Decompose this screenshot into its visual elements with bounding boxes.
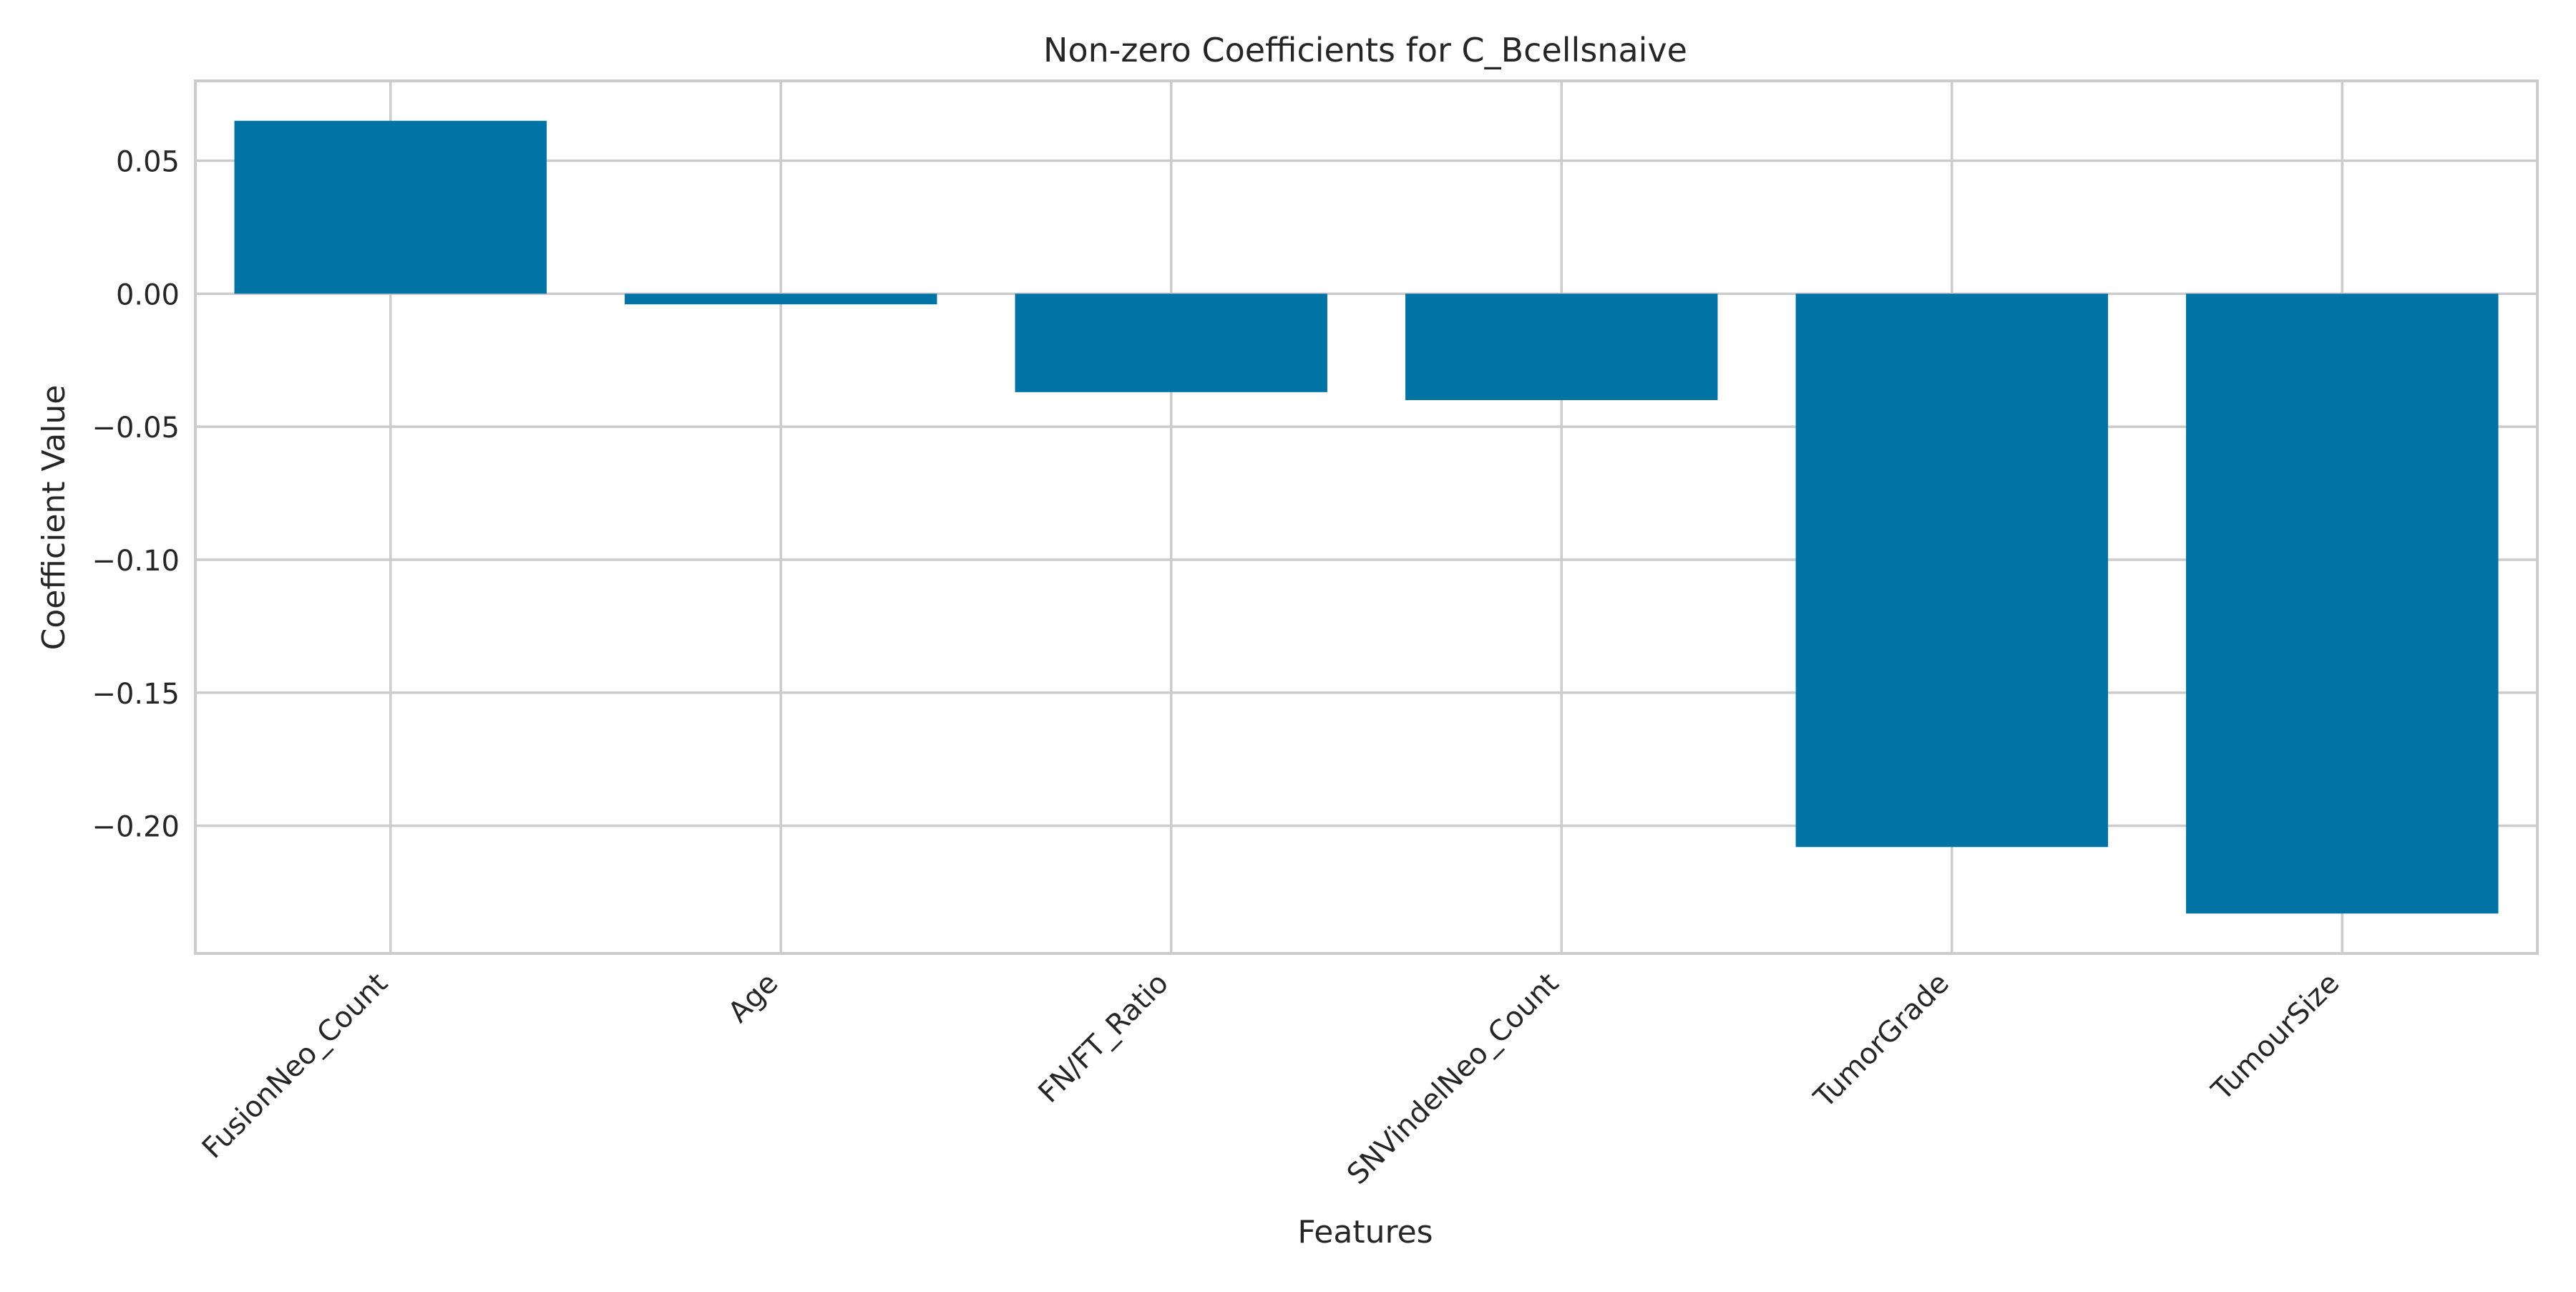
y-tick-label: −0.20: [92, 811, 180, 844]
x-tick-label: TumorGrade: [1807, 967, 1956, 1115]
bar-fusionneo-count: [234, 120, 547, 294]
bar-fn-ft-ratio: [1015, 293, 1327, 392]
y-tick-label: 0.05: [116, 145, 180, 178]
bar-snvindelneo-count: [1405, 293, 1718, 400]
bar-tumoursize: [2186, 293, 2499, 914]
grid: [195, 81, 2537, 953]
x-tick-label: TumourSize: [2205, 967, 2346, 1108]
bar-age: [625, 293, 937, 305]
chart-title: Non-zero Coefficients for C_Bcellsnaive: [1043, 31, 1687, 69]
y-tick-label: −0.15: [92, 678, 180, 711]
y-tick-label: 0.00: [116, 278, 180, 311]
y-axis-label: Coefficient Value: [36, 385, 72, 651]
y-tick-label: −0.05: [92, 412, 180, 445]
x-tick-label: FN/FT_Ratio: [1033, 967, 1175, 1109]
x-tick-labels: FusionNeo_Count Age FN/FT_Ratio SNVindelNeo…: [196, 967, 2346, 1191]
bar-tumorgrade: [1795, 293, 2108, 847]
x-tick-label: SNVindelNeo_Count: [1341, 967, 1565, 1191]
x-tick-label: FusionNeo_Count: [196, 967, 394, 1165]
bars: [234, 120, 2499, 914]
plot-frame: [194, 79, 2539, 955]
y-tick-labels: 0.05 0.00 −0.05 −0.10 −0.15 −0.20: [92, 145, 180, 843]
x-axis-label: Features: [1297, 1214, 1433, 1250]
x-tick-label: Age: [722, 967, 784, 1029]
y-tick-label: −0.10: [92, 545, 180, 578]
